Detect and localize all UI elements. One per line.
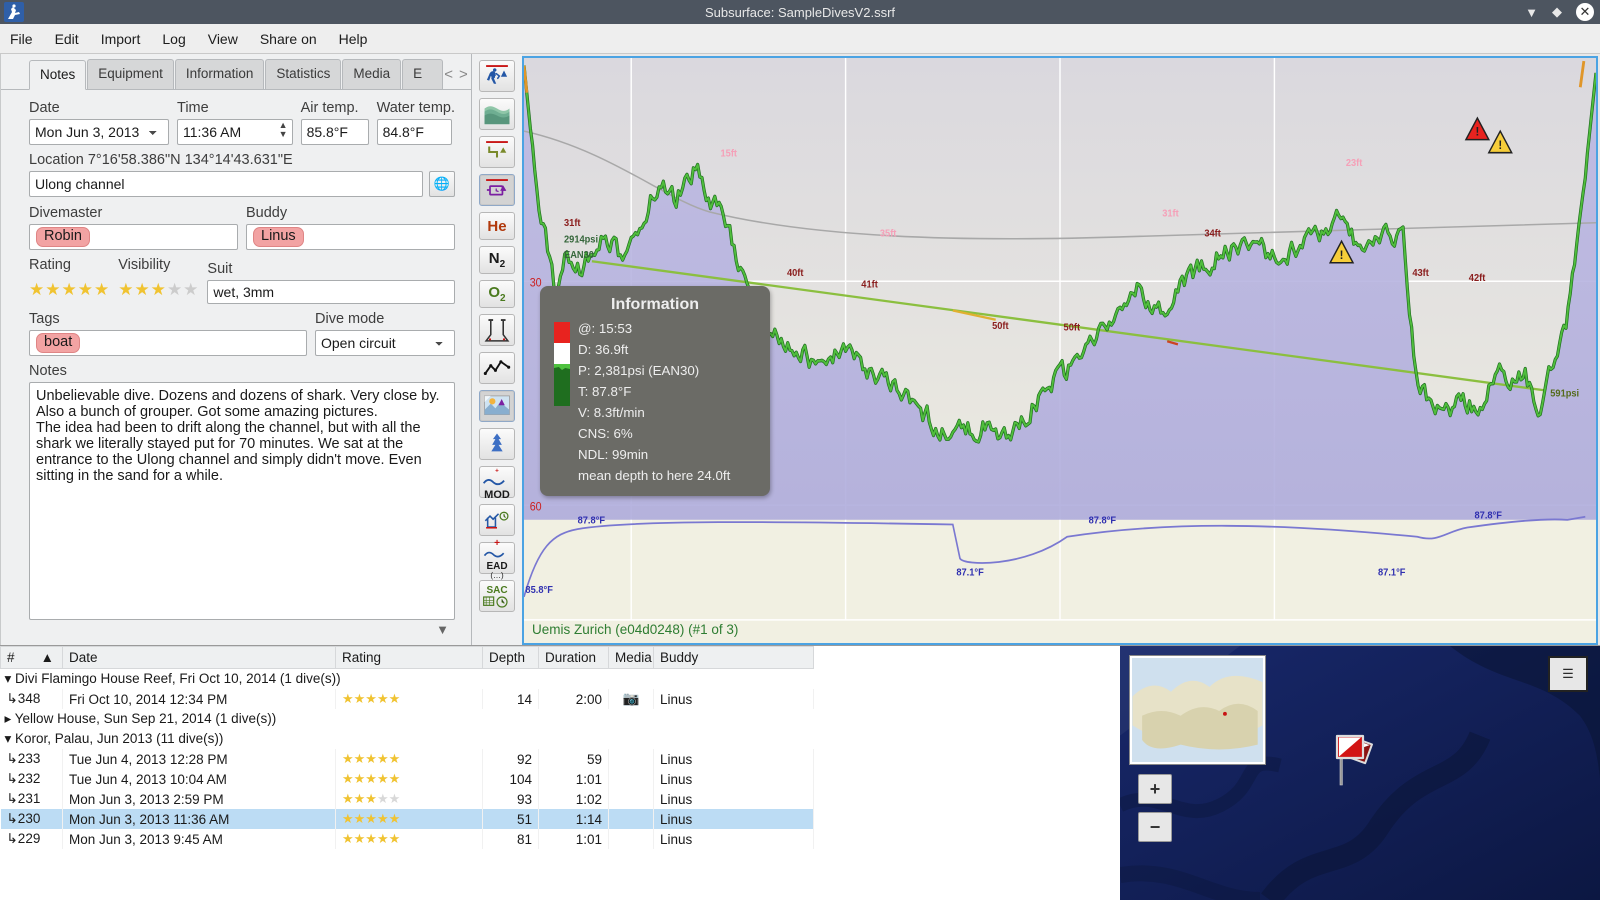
svg-text:87.1°F: 87.1°F [956,567,984,578]
svg-text:591psi: 591psi [1550,388,1579,399]
svg-text:60: 60 [530,501,542,513]
svg-text:30: 30 [530,277,542,289]
svg-text:41ft: 41ft [861,279,878,290]
svg-text:!: ! [1340,248,1344,263]
svg-text:2914psi: 2914psi [564,234,598,245]
svg-text:15ft: 15ft [721,148,738,159]
svg-text:31ft: 31ft [1162,208,1179,219]
svg-text:87.8°F: 87.8°F [1089,515,1117,526]
svg-text:50ft: 50ft [1064,322,1081,333]
svg-text:31ft: 31ft [564,218,581,229]
svg-text:40ft: 40ft [787,268,804,279]
svg-text:!: ! [1475,124,1479,139]
svg-text:43ft: 43ft [1412,268,1429,279]
svg-text:42ft: 42ft [1469,273,1486,284]
svg-text:+: + [495,467,499,473]
svg-text:87.8°F: 87.8°F [1475,510,1503,521]
svg-text:!: ! [1498,137,1502,152]
svg-text:23ft: 23ft [1346,157,1363,168]
svg-text:34ft: 34ft [1204,228,1221,239]
svg-text:EAN30: EAN30 [564,250,594,261]
svg-text:50ft: 50ft [992,321,1009,332]
svg-text:85.8°F: 85.8°F [525,585,553,596]
svg-text:35ft: 35ft [880,228,897,239]
svg-text:87.1°F: 87.1°F [1378,567,1406,578]
svg-text:87.8°F: 87.8°F [578,515,606,526]
